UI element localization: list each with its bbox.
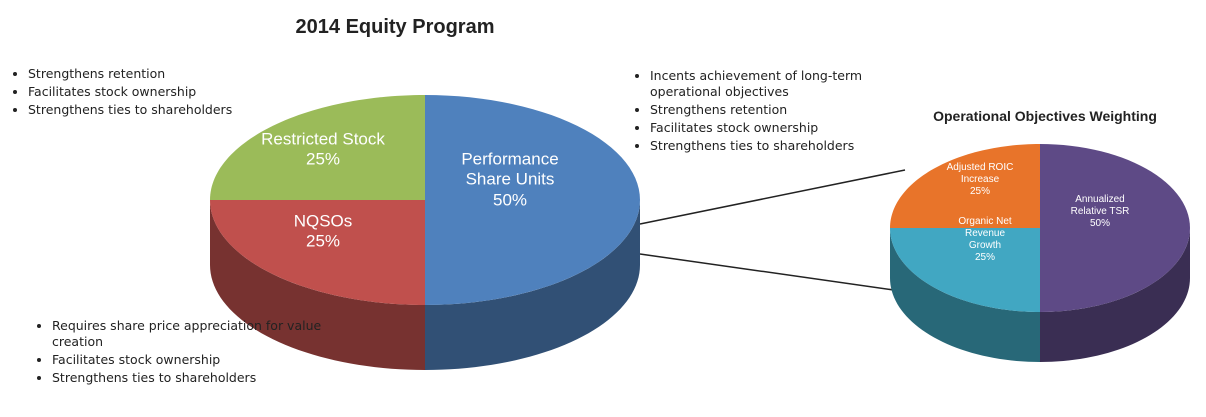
slice-label: NQSOs 25% <box>268 212 378 253</box>
bullet-item: Incents achievement of long-term operati… <box>650 68 890 100</box>
bullet-list: Requires share price appreciation for va… <box>34 318 322 388</box>
bullet-item: Strengthens retention <box>650 102 890 118</box>
slice-value: 50% <box>1089 218 1110 229</box>
slice-category: Organic Net Revenue Growth <box>958 216 1012 251</box>
bullet-item: Strengthens ties to shareholders <box>650 138 890 154</box>
pie-slice <box>890 144 1040 228</box>
slice-value: 50% <box>492 190 528 210</box>
bullet-item: Strengthens retention <box>28 66 238 82</box>
pie-slice <box>890 228 1040 312</box>
connector-line <box>639 253 923 295</box>
bullet-item: Strengthens ties to shareholders <box>52 370 322 386</box>
slice-category: Annualized Relative TSR <box>1070 194 1130 217</box>
bullet-list: Incents achievement of long-term operati… <box>632 68 890 156</box>
pie-side <box>1040 228 1190 362</box>
bullet-item: Facilitates stock ownership <box>52 352 322 368</box>
slice-value: 25% <box>305 232 341 251</box>
pie-slice <box>210 95 425 200</box>
bullet-list: Strengthens retention Facilitates stock o… <box>10 66 238 120</box>
pie-slice <box>210 200 425 305</box>
slice-value: 25% <box>974 252 995 263</box>
slice-category: Performance Share Units <box>461 149 559 189</box>
pie-slice <box>1040 144 1190 312</box>
pie-slice <box>425 95 640 305</box>
pie-side <box>890 228 1040 362</box>
chart-title: Operational Objectives Weighting <box>933 108 1157 124</box>
slice-label: Restricted Stock 25% <box>243 130 403 171</box>
slice-label: Organic Net Revenue Growth 25% <box>949 216 1021 264</box>
slice-category: Restricted Stock <box>261 129 385 149</box>
bullet-item: Requires share price appreciation for va… <box>52 318 322 350</box>
pie-side <box>210 200 425 370</box>
pie-side <box>425 200 640 370</box>
chart-title: 2014 Equity Program <box>295 16 495 38</box>
bullet-item: Facilitates stock ownership <box>650 120 890 136</box>
bullet-item: Strengthens ties to shareholders <box>28 102 238 118</box>
bullet-item: Facilitates stock ownership <box>28 84 238 100</box>
slice-label: Annualized Relative TSR 50% <box>1060 194 1140 230</box>
slice-label: Performance Share Units 50% <box>448 149 573 210</box>
slice-category: NQSOs <box>293 211 353 231</box>
slice-value: 25% <box>969 186 990 197</box>
slice-label: Adjusted ROIC Increase 25% <box>940 162 1020 198</box>
slice-value: 25% <box>305 150 341 169</box>
slice-category: Adjusted ROIC Increase <box>946 162 1014 185</box>
connector-line <box>639 169 906 225</box>
